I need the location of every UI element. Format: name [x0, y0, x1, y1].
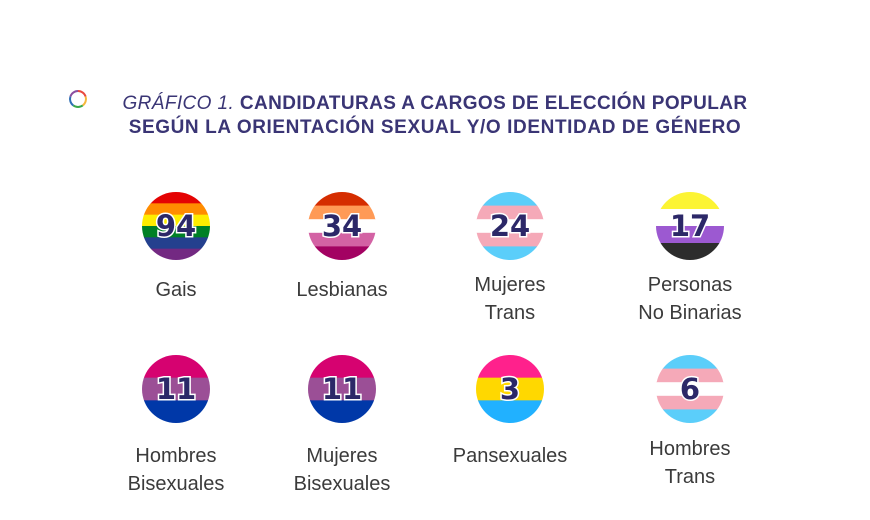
value-label: 24	[490, 209, 530, 243]
flag-stripe	[656, 209, 724, 227]
flag-stripe	[656, 409, 724, 423]
title-line-1: GRÁFICO 1. CANDIDATURAS A CARGOS DE ELEC…	[0, 92, 870, 116]
value-label: 11	[156, 372, 196, 406]
logo-icon	[69, 90, 87, 108]
category-item: 24 Mujeres Trans	[474, 192, 546, 324]
flag-stripe	[656, 243, 724, 260]
flag-stripe	[142, 203, 210, 216]
flag-stripe	[142, 248, 210, 260]
flag-stripe	[142, 400, 210, 423]
category-label: Trans	[665, 466, 715, 488]
flag-stripe	[476, 377, 544, 401]
chart-title: GRÁFICO 1. CANDIDATURAS A CARGOS DE ELEC…	[0, 92, 870, 140]
flag-stripe	[656, 192, 724, 210]
flag-circle	[476, 355, 544, 423]
title-main: CANDIDATURAS A CARGOS DE ELECCIÓN POPULA…	[239, 93, 748, 114]
flag-stripe	[142, 192, 210, 204]
category-item: 17 Personas No Binarias	[638, 192, 742, 324]
flag-stripe	[476, 192, 544, 207]
category-item: 3 Pansexuales	[453, 355, 568, 467]
flag-stripe	[308, 192, 376, 207]
category-label: Lesbianas	[296, 279, 387, 301]
value-label: 34	[322, 209, 362, 243]
flag-stripe	[142, 377, 210, 401]
flag-stripe	[476, 246, 544, 260]
category-label: Mujeres	[474, 274, 545, 296]
category-item: 11 Hombres Bisexuales	[128, 355, 225, 495]
flag-stripe	[476, 205, 544, 220]
logo-arc	[72, 104, 84, 108]
value-label: 11	[322, 372, 362, 406]
category-label: Bisexuales	[294, 473, 391, 495]
flag-stripe	[308, 219, 376, 234]
category-label: Hombres	[649, 438, 730, 460]
flag-stripe	[656, 368, 724, 383]
flag-stripe	[142, 226, 210, 238]
title-prefix: GRÁFICO 1.	[122, 93, 235, 114]
flag-stripe	[476, 400, 544, 423]
flag-stripe	[142, 214, 210, 227]
flag-stripe	[308, 205, 376, 220]
flag-stripe	[476, 232, 544, 247]
category-label: Personas	[648, 274, 733, 296]
category-item: 11 Mujeres Bisexuales	[294, 355, 391, 495]
category-label: Mujeres	[306, 445, 377, 467]
flag-circle	[476, 192, 544, 260]
logo-arc	[77, 90, 87, 97]
value-label: 3	[500, 372, 520, 406]
logo-arc	[82, 96, 87, 107]
category-label: Hombres	[135, 445, 216, 467]
flag-stripe	[656, 355, 724, 370]
flag-stripe	[656, 395, 724, 410]
flag-stripe	[476, 219, 544, 234]
flag-circle	[308, 355, 376, 423]
category-item: 94 Gais	[142, 192, 210, 301]
value-label: 17	[670, 209, 710, 243]
value-label: 94	[156, 209, 196, 243]
value-label: 6	[680, 372, 700, 406]
flag-stripe	[476, 355, 544, 379]
flag-stripe	[308, 400, 376, 423]
category-label: Pansexuales	[453, 445, 568, 467]
title-line-2: SEGÚN LA ORIENTACIÓN SEXUAL Y/O IDENTIDA…	[128, 117, 742, 138]
flag-stripe	[656, 226, 724, 244]
flag-stripe	[308, 246, 376, 260]
category-label: No Binarias	[638, 302, 741, 324]
flag-stripe	[308, 232, 376, 247]
flag-stripe	[656, 382, 724, 397]
flag-stripe	[308, 355, 376, 379]
category-label: Gais	[155, 279, 196, 301]
flag-circle	[142, 355, 210, 423]
flag-stripe	[142, 355, 210, 379]
flag-stripe	[142, 237, 210, 250]
category-item: 6 Hombres Trans	[649, 355, 731, 488]
category-label: Trans	[485, 302, 535, 324]
flag-circle	[142, 192, 210, 260]
logo-arc	[69, 90, 79, 97]
logo-arc	[69, 96, 74, 107]
flag-stripe	[308, 377, 376, 401]
category-item: 34 Lesbianas	[296, 192, 388, 301]
category-label: Bisexuales	[128, 473, 225, 495]
